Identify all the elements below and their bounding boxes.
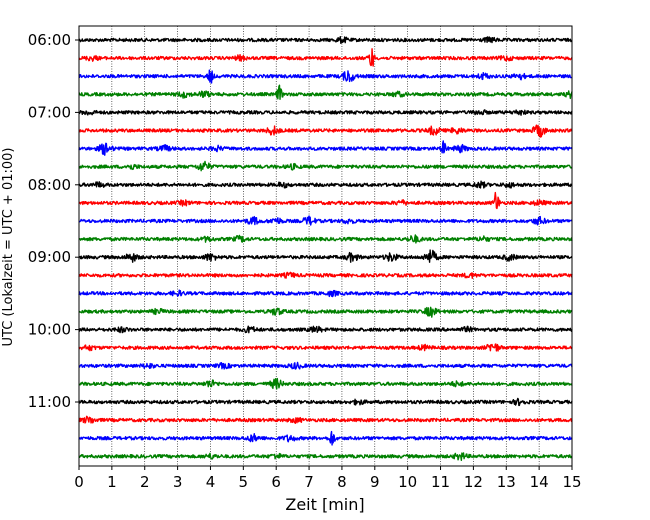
plot-background	[79, 26, 572, 466]
x-tick-label: 10	[398, 473, 417, 491]
trace-0700	[78, 109, 573, 116]
x-tick-label: 11	[431, 473, 450, 491]
plot-frame	[78, 25, 573, 467]
seismic-traces	[78, 36, 573, 461]
trace-0630	[78, 69, 573, 84]
trace-0900	[78, 249, 573, 263]
trace-0645	[78, 84, 573, 100]
trace-0945	[78, 306, 573, 318]
x-tick-label: 6	[271, 473, 281, 491]
y-axis-label: UTC (Lokalzeit = UTC + 01:00)	[1, 148, 16, 347]
x-tick-label: 3	[173, 473, 183, 491]
trace-0915	[78, 271, 573, 279]
x-tick-label: 9	[370, 473, 380, 491]
trace-0600	[78, 36, 573, 45]
x-tick-label: 0	[74, 473, 84, 491]
trace-1115	[78, 415, 573, 424]
trace-1030	[78, 361, 573, 370]
y-tick-label: 08:00	[28, 176, 71, 194]
x-tick-label: 7	[304, 473, 314, 491]
trace-0815	[78, 191, 573, 210]
x-tick-label: 5	[239, 473, 249, 491]
trace-1015	[78, 343, 573, 352]
x-tick-label: 8	[337, 473, 347, 491]
trace-0845	[78, 234, 573, 244]
x-tick-label: 2	[140, 473, 150, 491]
trace-0830	[78, 215, 573, 226]
trace-0745	[78, 160, 573, 172]
trace-0730	[78, 140, 573, 156]
trace-0715	[78, 124, 573, 138]
y-tick-label: 07:00	[28, 103, 71, 121]
y-tick-label: 10:00	[28, 321, 71, 339]
trace-0615	[78, 48, 573, 67]
trace-1000	[78, 325, 573, 334]
y-axis-ticks: 06:00 07:00 08:00 09:00 10:00 11:00	[28, 31, 79, 411]
trace-1145	[78, 452, 573, 461]
trace-0800	[78, 180, 573, 189]
x-axis-label: Zeit [min]	[285, 495, 364, 514]
y-tick-label: 09:00	[28, 248, 71, 266]
x-axis-ticks: 0 1 2 3 4 5 6 7 8 9 10 11 12 13 14 15	[74, 466, 582, 491]
y-tick-label: 06:00	[28, 31, 71, 49]
trace-1045	[78, 377, 573, 390]
trace-1130	[78, 430, 573, 446]
y-tick-label: 11:00	[28, 393, 71, 411]
x-tick-label: 14	[530, 473, 549, 491]
x-tick-label: 15	[562, 473, 581, 491]
x-tick-label: 12	[464, 473, 483, 491]
x-tick-label: 1	[107, 473, 117, 491]
vertical-grid	[111, 26, 540, 466]
x-tick-label: 13	[497, 473, 516, 491]
x-tick-label: 4	[206, 473, 216, 491]
trace-0930	[78, 289, 573, 298]
trace-1100	[78, 397, 573, 407]
